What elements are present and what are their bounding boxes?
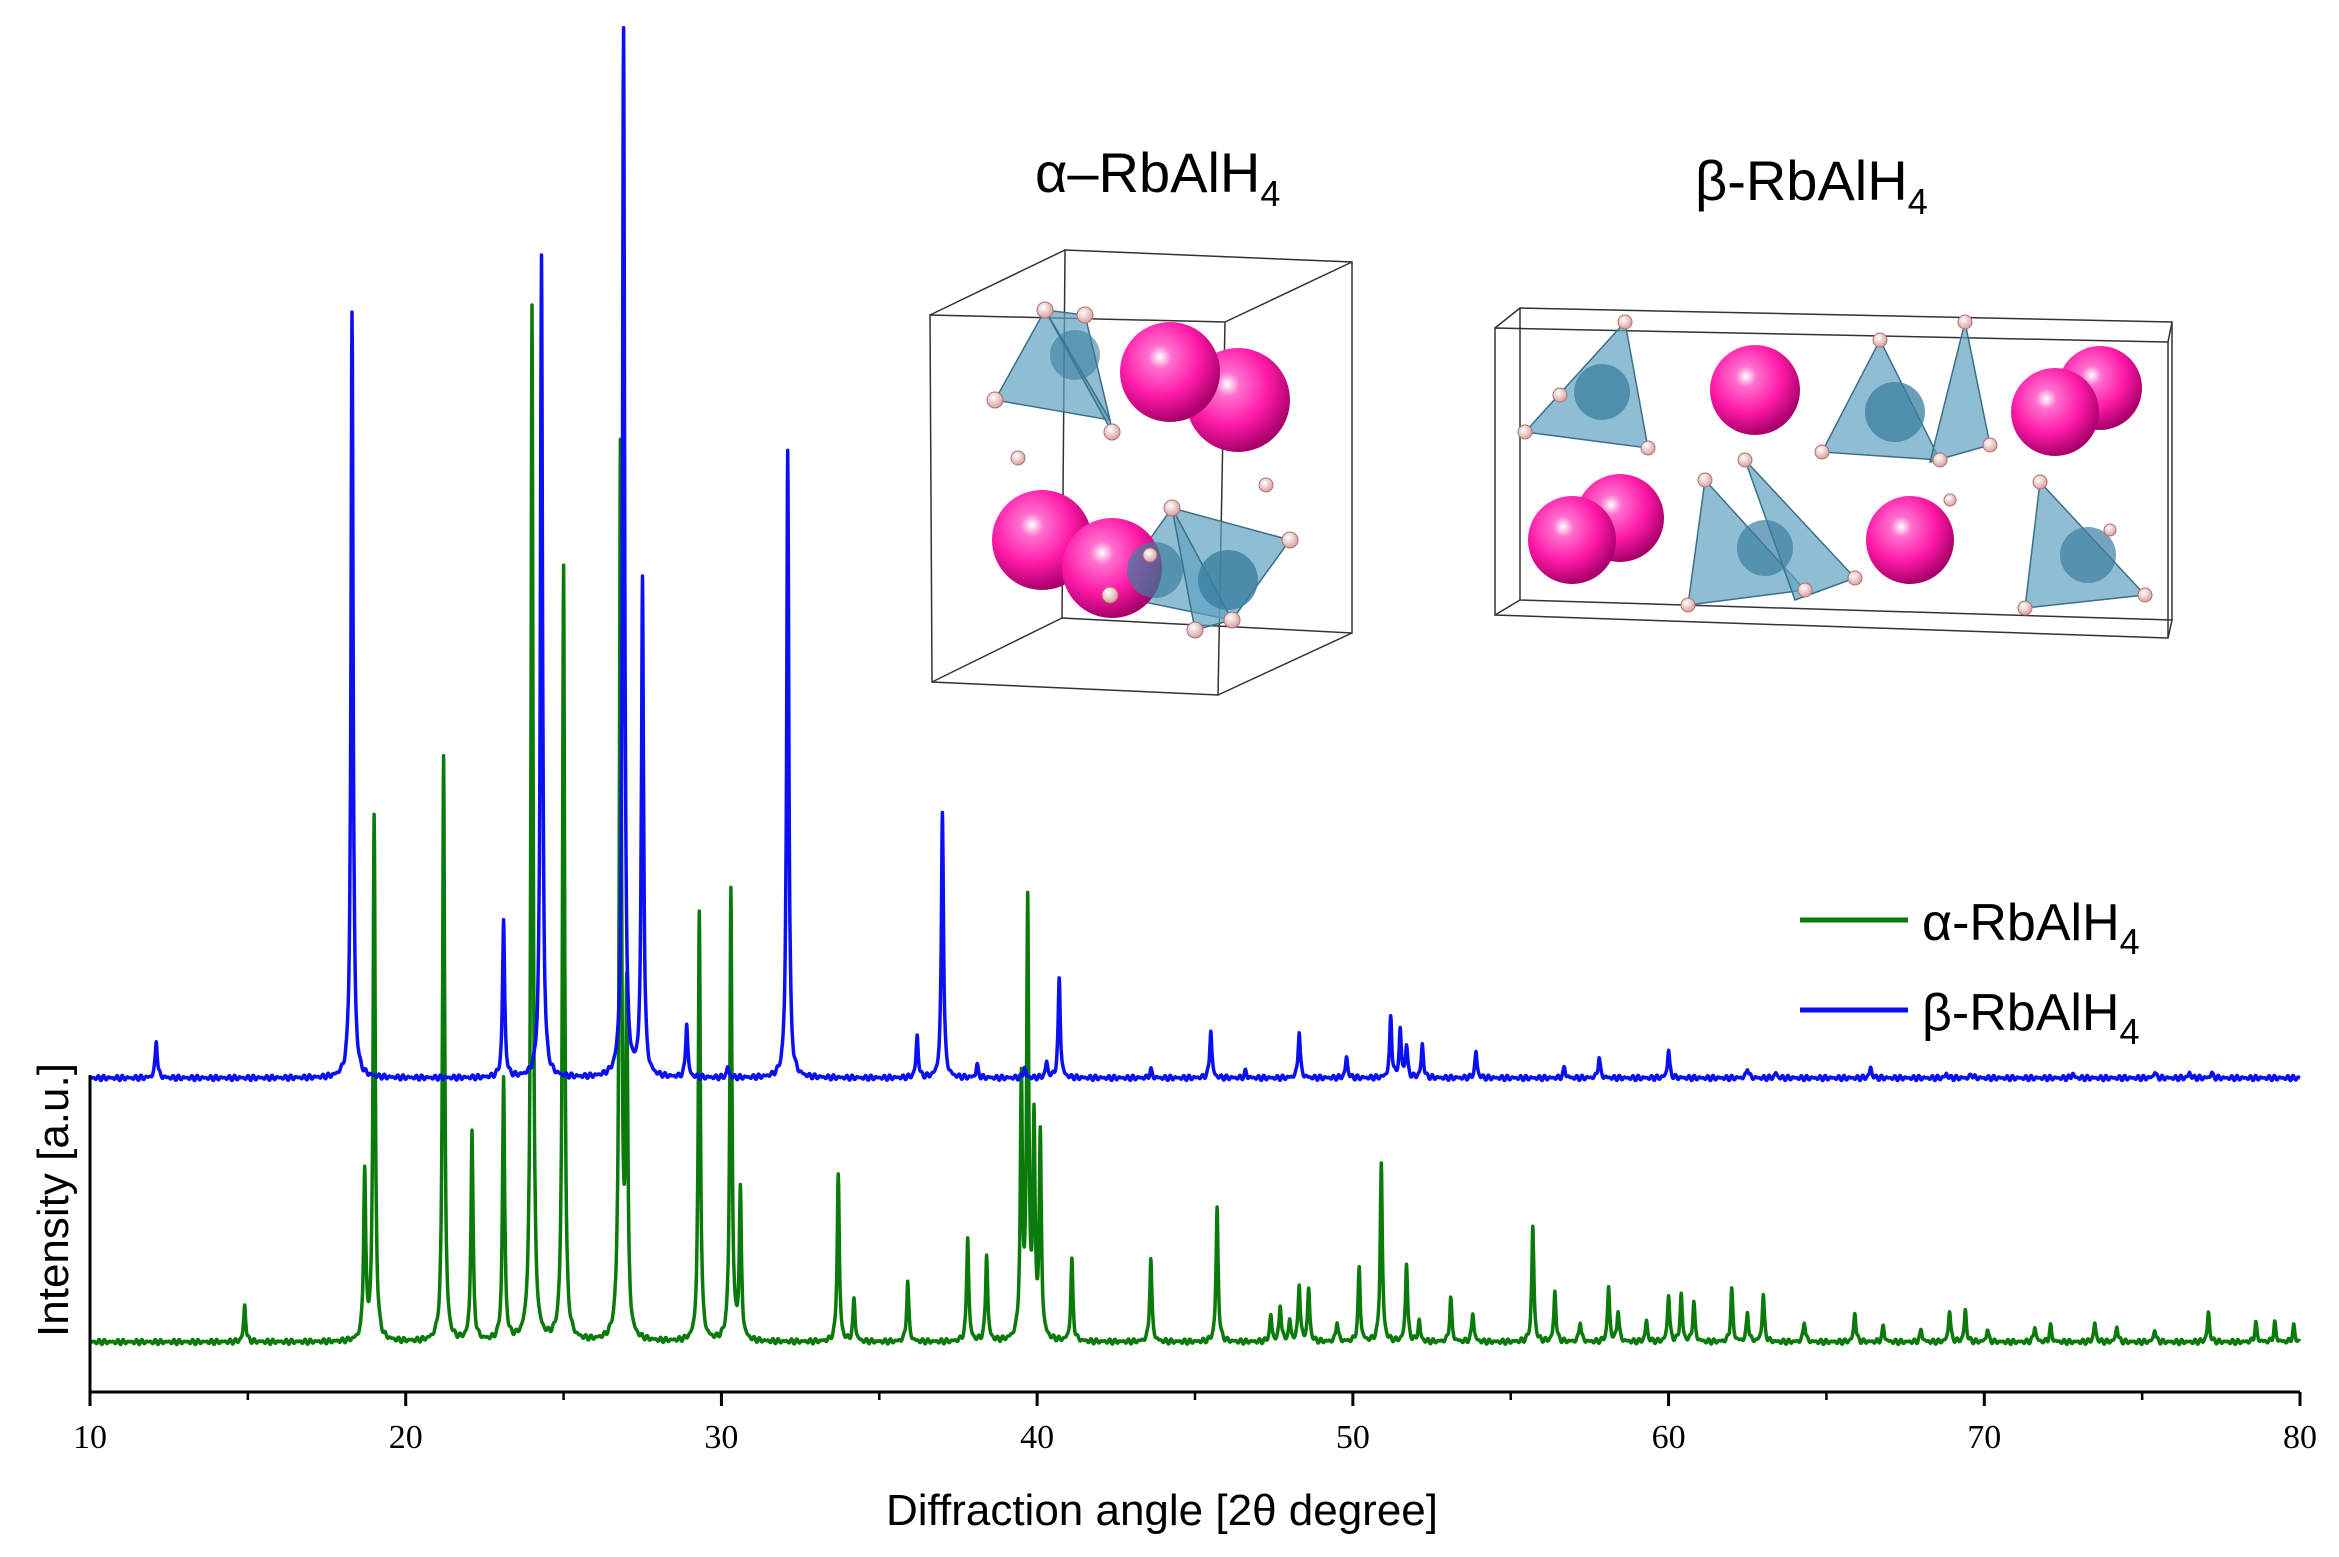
series-line-alpha xyxy=(88,303,2302,1347)
x-axis-label: Diffraction angle [2θ degree] xyxy=(886,1486,1438,1535)
legend-label-beta-sub: 4 xyxy=(2120,1011,2140,1052)
structure-beta-title-sub: 4 xyxy=(1908,181,1928,222)
structure-beta-title: β-RbAlH4 xyxy=(1695,149,1928,222)
beta-unit-cell xyxy=(1494,307,2173,639)
legend-label-alpha-sub: 4 xyxy=(2120,921,2140,962)
legend: α-RbAlH4 β-RbAlH4 xyxy=(1800,894,2140,1052)
alpha-h-atoms xyxy=(986,301,1299,639)
y-axis-label: Intensity [a.u.] xyxy=(29,1063,78,1337)
x-tick-label-60: 60 xyxy=(1652,1419,1686,1456)
series-line-beta xyxy=(88,25,2302,1083)
x-tick-label-50: 50 xyxy=(1336,1419,1370,1456)
legend-label-beta: β-RbAlH4 xyxy=(1922,984,2140,1052)
alpha-rb-atoms xyxy=(992,322,1290,618)
structure-alpha: α–RbAlH4 xyxy=(929,141,1353,696)
axes: 10 20 30 40 50 60 70 80 xyxy=(73,1075,2317,1456)
structure-alpha-title: α–RbAlH4 xyxy=(1035,141,1280,214)
structure-beta-title-main: β-RbAlH xyxy=(1695,149,1908,212)
structure-alpha-title-main: α–RbAlH xyxy=(1035,141,1260,204)
alpha-unit-cell xyxy=(929,249,1353,696)
beta-tetrahedra xyxy=(1523,320,2147,609)
x-tick-label-80: 80 xyxy=(2283,1419,2317,1456)
legend-label-alpha-main: α-RbAlH xyxy=(1922,894,2120,952)
x-tick-label-10: 10 xyxy=(73,1419,107,1456)
legend-label-beta-main: β-RbAlH xyxy=(1922,984,2120,1042)
x-tick-label-30: 30 xyxy=(704,1419,738,1456)
x-tick-label-70: 70 xyxy=(1967,1419,2001,1456)
x-tick-label-20: 20 xyxy=(389,1419,423,1456)
structure-beta: β-RbAlH4 xyxy=(1494,149,2173,639)
x-tick-label-40: 40 xyxy=(1020,1419,1054,1456)
beta-h-atoms xyxy=(1517,314,2153,616)
beta-rb-atoms xyxy=(1528,345,2142,584)
plot-series xyxy=(88,25,2302,1347)
structure-alpha-title-sub: 4 xyxy=(1260,173,1280,214)
legend-label-alpha: α-RbAlH4 xyxy=(1922,894,2140,962)
